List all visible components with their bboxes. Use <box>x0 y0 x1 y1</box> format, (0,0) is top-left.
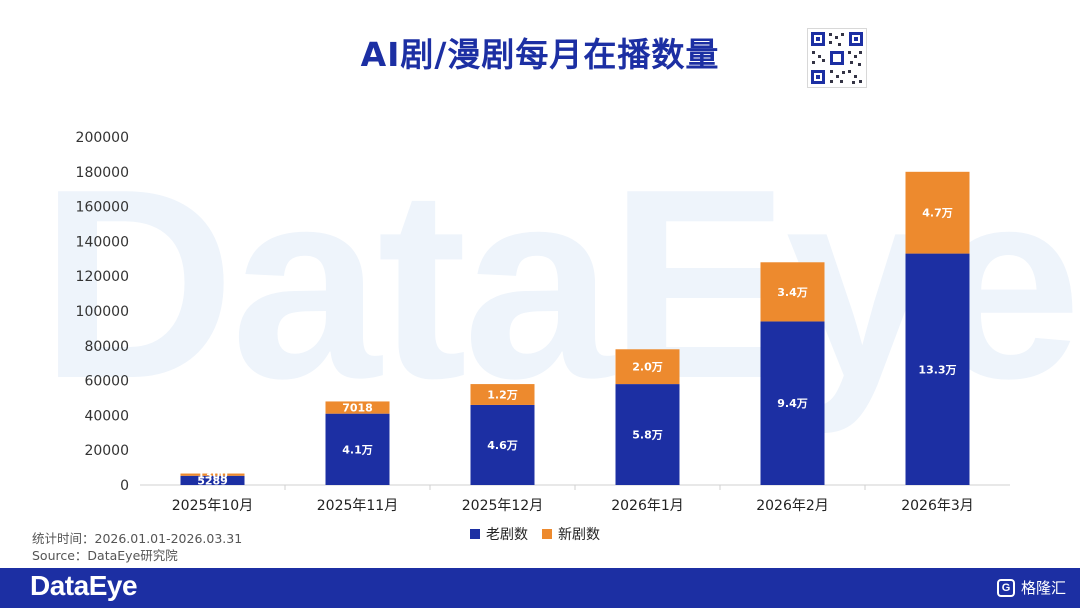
footer-brand: G 格隆汇 <box>996 577 1066 598</box>
y-tick-label: 100000 <box>76 304 129 320</box>
data-label-new: 1300 <box>197 469 228 482</box>
bar-old <box>470 404 535 485</box>
y-tick-label: 160000 <box>76 200 129 216</box>
bar-old <box>325 413 390 485</box>
bar-old <box>905 253 970 485</box>
bar-new <box>325 401 390 414</box>
y-tick-label: 20000 <box>84 443 129 459</box>
data-label-new: 4.7万 <box>922 207 953 220</box>
data-label-old: 4.6万 <box>487 439 518 452</box>
stacked-bar-chart: 0 20000 40000 60000 80000 100000 120000 140000 1… <box>76 130 1010 514</box>
y-tick-label: 120000 <box>76 269 129 285</box>
legend-swatch-new <box>542 529 552 539</box>
footer-bar: DataEye G 格隆汇 <box>0 568 1080 608</box>
qr-code-icon <box>807 28 867 88</box>
x-tick-label: 2026年3月 <box>901 498 974 514</box>
bar-new <box>180 473 245 476</box>
x-tick-label: 2026年2月 <box>756 498 829 514</box>
legend-label-old: 老剧数 <box>486 527 528 543</box>
data-label-new: 2.0万 <box>632 361 663 374</box>
bar-old <box>180 475 245 485</box>
y-tick-label: 0 <box>120 478 129 494</box>
footnote-source: Source：DataEye研究院 <box>32 548 178 563</box>
legend-item-old: 老剧数 <box>470 524 528 544</box>
data-label-old: 5.8万 <box>632 429 663 442</box>
data-label-old: 5289 <box>197 474 228 487</box>
bar-new <box>615 349 680 385</box>
data-label-old: 9.4万 <box>777 397 808 410</box>
x-tick-label: 2025年12月 <box>462 498 543 514</box>
chart-legend: 老剧数 新剧数 <box>470 524 600 544</box>
legend-label-new: 新剧数 <box>558 527 600 543</box>
bar-old <box>615 384 680 485</box>
x-tick-label: 2025年11月 <box>317 498 398 514</box>
footer-brand-text: 格隆汇 <box>1020 579 1066 597</box>
legend-item-new: 新剧数 <box>542 524 600 544</box>
data-label-new: 1.2万 <box>487 389 518 402</box>
data-label-new: 3.4万 <box>777 286 808 299</box>
y-tick-label: 140000 <box>76 234 129 250</box>
gelonghui-logo-icon: G <box>996 578 1015 597</box>
x-tick-label: 2025年10月 <box>172 498 253 514</box>
bar-old <box>760 321 825 485</box>
footnote-period: 统计时间：2026.01.01-2026.03.31 <box>32 531 243 546</box>
y-tick-label: 80000 <box>84 339 129 355</box>
bar-new <box>905 171 970 254</box>
legend-swatch-old <box>470 529 480 539</box>
y-tick-label: 180000 <box>76 165 129 181</box>
data-label-new: 7018 <box>342 402 373 415</box>
bar-new <box>470 384 535 405</box>
y-tick-label: 40000 <box>84 408 129 424</box>
data-label-old: 13.3万 <box>918 363 956 376</box>
bar-new <box>760 262 825 322</box>
chart-title: AI剧/漫剧每月在播数量 <box>360 35 720 74</box>
y-tick-label: 60000 <box>84 374 129 390</box>
y-tick-label: 200000 <box>76 130 129 146</box>
data-label-old: 4.1万 <box>342 443 373 456</box>
footer-logo: DataEye <box>30 570 138 601</box>
x-tick-label: 2026年1月 <box>611 498 684 514</box>
